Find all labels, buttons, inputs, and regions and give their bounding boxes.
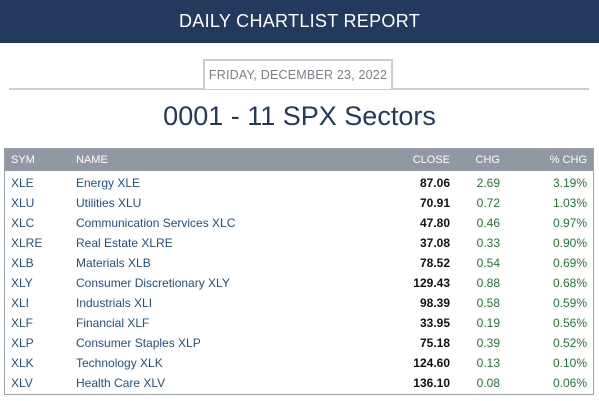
row-close-value: 75.18 [419,336,450,350]
row-change-value: 0.19 [476,316,500,330]
row-change-value: 0.46 [476,216,500,230]
row-symbol-link[interactable]: XLV [11,376,33,390]
row-change-value: 0.58 [476,296,500,310]
row-change-value: 0.39 [476,336,500,350]
row-change-value: 0.33 [476,236,500,250]
row-symbol-link[interactable]: XLE [11,176,34,190]
row-name-link[interactable]: Financial XLF [76,316,150,330]
row-name-link[interactable]: Materials XLB [76,256,151,270]
row-name-link[interactable]: Health Care XLV [76,376,166,390]
row-close-value: 70.91 [419,196,450,210]
row-change-value: 0.08 [476,376,500,390]
row-pct-change-value: 0.52% [552,336,587,350]
sector-table: SYM NAME CLOSE CHG % CHG XLE Energy XLE 87… [4,148,594,395]
row-close-value: 37.08 [419,236,450,250]
row-name-link[interactable]: Energy XLE [76,176,141,190]
report-date: FRIDAY, DECEMBER 23, 2022 [203,59,393,89]
row-pct-change-value: 0.69% [552,256,587,270]
row-change-value: 2.69 [476,176,500,190]
report-banner: DAILY CHARTLIST REPORT [0,0,599,43]
row-name-link[interactable]: Industrials XLI [76,296,153,310]
col-header-name[interactable]: NAME [76,154,108,166]
table-row: XLU Utilities XLU 70.91 0.72 1.03% [5,193,593,213]
row-symbol-link[interactable]: XLK [11,356,34,370]
row-change-value: 0.88 [476,276,500,290]
row-close-value: 47.80 [419,216,450,230]
report-date-text: FRIDAY, DECEMBER 23, 2022 [208,68,388,82]
table-row: XLY Consumer Discretionary XLY 129.43 0.88 0… [5,273,593,293]
col-header-chg[interactable]: CHG [475,154,500,166]
row-pct-change-value: 0.59% [552,296,587,310]
row-symbol-link[interactable]: XLI [11,296,30,310]
table-row: XLB Materials XLB 78.52 0.54 0.69% [5,253,593,273]
table-row: XLV Health Care XLV 136.10 0.08 0.06% [5,373,593,393]
row-change-value: 0.54 [476,256,500,270]
table-row: XLK Technology XLK 124.60 0.13 0.10% [5,353,593,373]
col-header-sym[interactable]: SYM [11,154,35,166]
table-row: XLF Financial XLF 33.95 0.19 0.56% [5,313,593,333]
col-header-close[interactable]: CLOSE [412,154,450,166]
row-change-value: 0.72 [476,196,500,210]
page-title: 0001 - 11 SPX Sectors [163,101,436,131]
row-close-value: 33.95 [419,316,450,330]
row-close-value: 78.52 [419,256,450,270]
table-row: XLI Industrials XLI 98.39 0.58 0.59% [5,293,593,313]
row-close-value: 87.06 [419,176,450,190]
banner-title: DAILY CHARTLIST REPORT [178,11,420,31]
row-pct-change-value: 1.03% [552,196,587,210]
table-row: XLRE Real Estate XLRE 37.08 0.33 0.90% [5,233,593,253]
row-name-link[interactable]: Technology XLK [76,356,163,370]
row-symbol-link[interactable]: XLRE [11,236,43,250]
row-pct-change-value: 0.56% [552,316,587,330]
row-symbol-link[interactable]: XLF [11,316,34,330]
row-close-value: 98.39 [419,296,450,310]
row-pct-change-value: 0.97% [552,216,587,230]
row-name-link[interactable]: Real Estate XLRE [76,236,173,250]
row-pct-change-value: 0.68% [552,276,587,290]
row-pct-change-value: 0.06% [552,376,587,390]
table-row: XLP Consumer Staples XLP 75.18 0.39 0.52% [5,333,593,353]
row-pct-change-value: 0.90% [552,236,587,250]
date-divider [9,88,589,90]
row-symbol-link[interactable]: XLP [11,336,34,350]
row-close-value: 136.10 [413,376,450,390]
row-name-link[interactable]: Communication Services XLC [76,216,236,230]
row-name-link[interactable]: Consumer Staples XLP [76,336,201,350]
row-pct-change-value: 0.10% [552,356,587,370]
table-row: XLE Energy XLE 87.06 2.69 3.19% [5,173,593,193]
col-header-pct-chg[interactable]: % CHG [549,154,587,166]
row-name-link[interactable]: Consumer Discretionary XLY [76,276,230,290]
row-symbol-link[interactable]: XLB [11,256,34,270]
row-pct-change-value: 3.19% [552,176,587,190]
row-symbol-link[interactable]: XLU [11,196,35,210]
row-close-value: 129.43 [413,276,450,290]
row-name-link[interactable]: Utilities XLU [76,196,142,210]
row-symbol-link[interactable]: XLY [11,276,33,290]
row-close-value: 124.60 [413,356,450,370]
table-header: SYM NAME CLOSE CHG % CHG [5,149,593,171]
row-change-value: 0.13 [476,356,500,370]
table-row: XLC Communication Services XLC 47.80 0.46 0.… [5,213,593,233]
row-symbol-link[interactable]: XLC [11,216,35,230]
